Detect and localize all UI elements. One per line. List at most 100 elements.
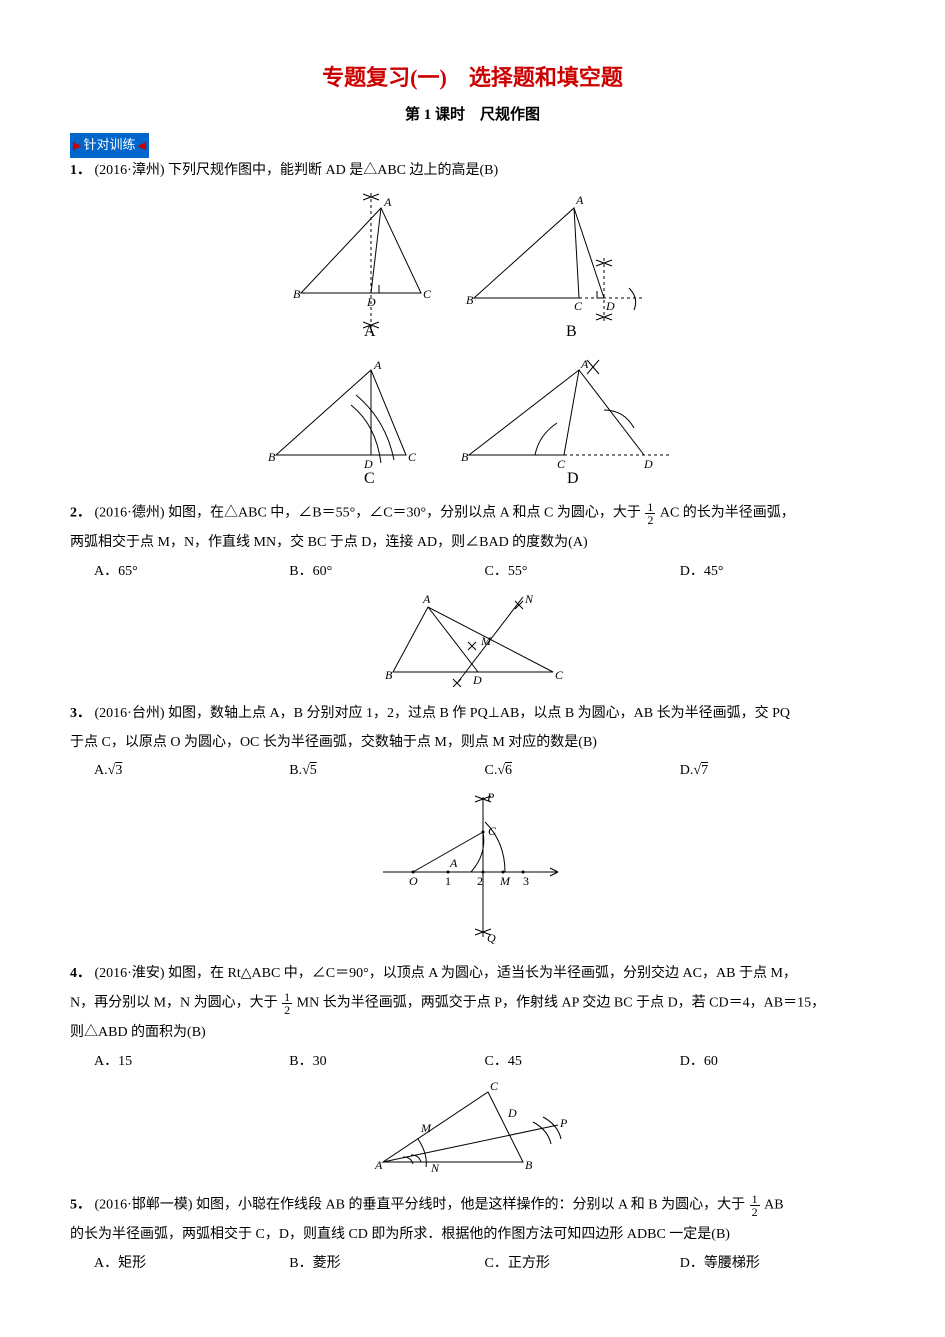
svg-text:D: D xyxy=(643,457,653,471)
q3-num: 3． xyxy=(70,706,91,721)
svg-text:D: D xyxy=(366,295,376,309)
q3-opt-d: D.√7 xyxy=(680,760,875,782)
svg-text:B: B xyxy=(566,323,577,338)
svg-text:C: C xyxy=(574,299,583,313)
svg-text:P: P xyxy=(559,1116,568,1130)
svg-text:A: A xyxy=(364,323,376,338)
svg-text:D: D xyxy=(605,299,615,313)
q1-figures-row1: A B C D A A B C D B xyxy=(70,188,875,346)
question-2: 2． (2016·德州) 如图，在△ABC 中，∠B＝55°，∠C＝30°，分别… xyxy=(70,501,875,526)
svg-text:A: A xyxy=(373,358,382,372)
svg-text:D: D xyxy=(363,457,373,471)
svg-text:A: A xyxy=(449,856,458,870)
q5-src: (2016·邯郸一模) xyxy=(95,1198,193,1213)
q5-num: 5． xyxy=(70,1198,91,1213)
q3-opt-b: B.√5 xyxy=(289,760,484,782)
q3-options: A.√3 B.√5 C.√6 D.√7 xyxy=(94,760,875,782)
q4-text-a: 如图，在 Rt△ABC 中，∠C＝90°，以顶点 A 为圆心，适当长为半径画弧，… xyxy=(168,966,797,981)
svg-text:B: B xyxy=(525,1158,533,1172)
q4-opt-d: D．60 xyxy=(680,1051,875,1073)
q4-opt-b: B．30 xyxy=(289,1051,484,1073)
svg-text:B: B xyxy=(461,450,469,464)
q4-opt-c: C．45 xyxy=(485,1051,680,1073)
q3-text-b-row: 于点 C，以原点 O 为圆心，OC 长为半径画弧，交数轴于点 M，则点 M 对应… xyxy=(70,732,875,754)
svg-text:B: B xyxy=(293,287,301,301)
q4-text-b: N，再分别以 M，N 为圆心，大于 xyxy=(70,996,278,1011)
q3-text-b: 于点 C，以原点 O 为圆心，OC 长为半径画弧，交数轴于点 M，则点 M 对应… xyxy=(70,735,597,750)
q3-src: (2016·台州) xyxy=(95,706,165,721)
svg-text:2: 2 xyxy=(477,874,483,888)
svg-text:3: 3 xyxy=(523,874,529,888)
svg-text:1: 1 xyxy=(445,874,451,888)
svg-text:M: M xyxy=(420,1121,432,1135)
q4-text-d: 则△ABD 的面积为(B) xyxy=(70,1025,206,1040)
svg-text:C: C xyxy=(423,287,432,301)
question-1: 1． (2016·漳州) 下列尺规作图中，能判断 AD 是△ABC 边上的高是(… xyxy=(70,160,875,182)
svg-text:Q: Q xyxy=(487,931,496,945)
svg-text:M: M xyxy=(499,874,511,888)
svg-text:A: A xyxy=(580,357,589,371)
q1-fig-d: A B C D D xyxy=(449,355,689,485)
q1-text: 下列尺规作图中，能判断 AD 是△ABC 边上的高是(B) xyxy=(168,163,498,178)
svg-text:C: C xyxy=(490,1079,499,1093)
q5-text-c-row: 的长为半径画弧，两弧相交于 C，D，则直线 CD 即为所求．根据他的作图方法可知… xyxy=(70,1224,875,1246)
svg-text:C: C xyxy=(555,668,564,682)
q4-text-d-row: 则△ABD 的面积为(B) xyxy=(70,1022,875,1044)
q2-text-c-row: 两弧相交于点 M，N，作直线 MN，交 BC 于点 D，连接 AD，则∠BAD … xyxy=(70,532,875,554)
q2-text-a: 如图，在△ABC 中，∠B＝55°，∠C＝30°，分别以点 A 和点 C 为圆心… xyxy=(168,506,641,521)
svg-text:O: O xyxy=(409,874,418,888)
svg-text:C: C xyxy=(364,470,375,485)
q5-opt-c: C．正方形 xyxy=(485,1253,680,1275)
q3-figure: O 1 A 2 3 M C P Q xyxy=(70,787,875,955)
svg-text:D: D xyxy=(507,1106,517,1120)
frac-half-icon: 12 xyxy=(282,991,292,1016)
svg-text:A: A xyxy=(374,1158,383,1172)
q4-text-b-row: N，再分别以 M，N 为圆心，大于 12 MN 长为半径画弧，两弧交于点 P，作… xyxy=(70,991,875,1016)
q2-opt-d: D．45° xyxy=(680,561,875,583)
svg-text:C: C xyxy=(408,450,417,464)
question-5: 5． (2016·邯郸一模) 如图，小聪在作线段 AB 的垂直平分线时，他是这样… xyxy=(70,1193,875,1218)
svg-text:D: D xyxy=(472,673,482,687)
q1-fig-a: A B C D A xyxy=(271,188,451,338)
q5-text-c: 的长为半径画弧，两弧相交于 C，D，则直线 CD 即为所求．根据他的作图方法可知… xyxy=(70,1227,730,1242)
page-subtitle: 第 1 课时 尺规作图 xyxy=(70,103,875,127)
q2-opt-a: A．65° xyxy=(94,561,289,583)
frac-half-icon: 12 xyxy=(645,501,655,526)
q2-text-c: 两弧相交于点 M，N，作直线 MN，交 BC 于点 D，连接 AD，则∠BAD … xyxy=(70,535,588,550)
svg-text:C: C xyxy=(488,824,497,838)
q3-text-a: 如图，数轴上点 A，B 分别对应 1，2，过点 B 作 PQ⊥AB，以点 B 为… xyxy=(168,706,790,721)
q1-src: (2016·漳州) xyxy=(95,163,165,178)
svg-text:N: N xyxy=(524,592,534,606)
svg-text:C: C xyxy=(557,457,566,471)
q5-text-a: 如图，小聪在作线段 AB 的垂直平分线时，他是这样操作的：分别以 A 和 B 为… xyxy=(196,1198,745,1213)
q5-opt-b: B．菱形 xyxy=(289,1253,484,1275)
q2-options: A．65° B．60° C．55° D．45° xyxy=(94,561,875,583)
q1-fig-c: A B C D C xyxy=(256,355,446,485)
q2-opt-c: C．55° xyxy=(485,561,680,583)
q2-src: (2016·德州) xyxy=(95,506,165,521)
svg-text:M: M xyxy=(480,634,492,648)
q5-text-b: AB xyxy=(764,1198,783,1213)
q5-opt-d: D．等腰梯形 xyxy=(680,1253,875,1275)
svg-text:A: A xyxy=(383,195,392,209)
svg-text:B: B xyxy=(268,450,276,464)
q2-opt-b: B．60° xyxy=(289,561,484,583)
q2-text-b: AC 的长为半径画弧， xyxy=(660,506,795,521)
q4-opt-a: A．15 xyxy=(94,1051,289,1073)
q4-options: A．15 B．30 C．45 D．60 xyxy=(94,1051,875,1073)
q3-opt-c: C.√6 xyxy=(485,760,680,782)
svg-text:A: A xyxy=(422,592,431,606)
frac-half-icon: 12 xyxy=(750,1193,760,1218)
q4-num: 4． xyxy=(70,966,91,981)
svg-text:N: N xyxy=(430,1161,440,1175)
svg-text:B: B xyxy=(385,668,393,682)
question-4: 4． (2016·淮安) 如图，在 Rt△ABC 中，∠C＝90°，以顶点 A … xyxy=(70,963,875,985)
svg-text:D: D xyxy=(567,470,579,485)
q1-figures-row2: A B C D C A B C D D xyxy=(70,355,875,493)
q5-opt-a: A．矩形 xyxy=(94,1253,289,1275)
question-3: 3． (2016·台州) 如图，数轴上点 A，B 分别对应 1，2，过点 B 作… xyxy=(70,703,875,725)
q1-num: 1． xyxy=(70,163,91,178)
svg-text:P: P xyxy=(486,790,495,804)
q4-src: (2016·淮安) xyxy=(95,966,165,981)
q4-figure: A B C M N D P xyxy=(70,1077,875,1185)
